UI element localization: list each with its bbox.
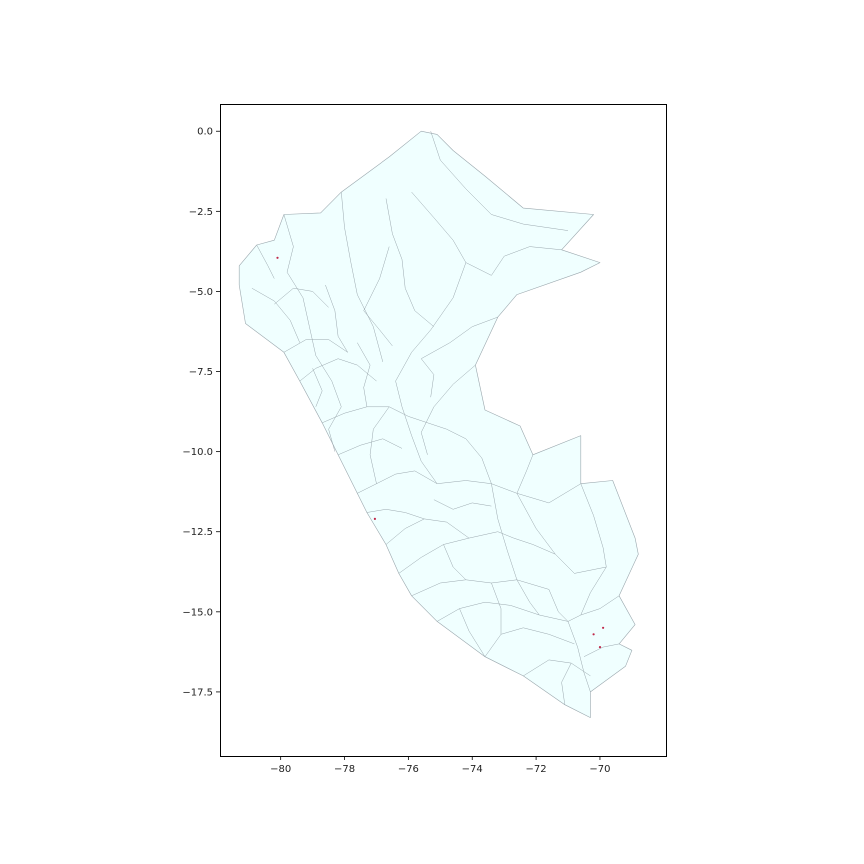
district-boundary (548, 589, 569, 622)
x-tick-label: −74 (462, 764, 483, 775)
district-boundary (567, 566, 607, 622)
x-tick-label: −76 (398, 764, 419, 775)
district-boundary (484, 627, 575, 657)
district-boundary (443, 544, 467, 580)
country-outline (238, 130, 639, 718)
x-tick-label: −78 (334, 764, 355, 775)
district-boundary (328, 406, 342, 452)
highlighted-district (602, 626, 605, 629)
district-boundary (421, 358, 435, 398)
district-boundary (430, 131, 569, 231)
district-boundary (363, 310, 393, 347)
plot-area (238, 130, 639, 718)
district-boundary (283, 339, 348, 353)
district-boundary (357, 342, 371, 407)
district-boundary (437, 480, 581, 504)
highlighted-districts (276, 256, 605, 649)
district-boundary (465, 438, 492, 484)
district-boundary (363, 246, 390, 311)
y-tick-label: −10.0 (182, 447, 213, 458)
x-tick-label: −72 (526, 764, 547, 775)
district-boundaries (251, 131, 620, 705)
district-boundary (366, 509, 425, 520)
axes-frame (220, 104, 667, 757)
y-tick-label: −5.0 (189, 287, 213, 298)
district-boundary (491, 483, 518, 580)
district-boundary (251, 287, 301, 343)
y-tick-label: −15.0 (182, 607, 213, 618)
district-boundary (325, 284, 348, 353)
district-boundary (408, 416, 467, 440)
district-boundary (459, 608, 486, 657)
district-boundary (341, 192, 384, 362)
highlighted-district (276, 256, 279, 259)
district-boundary (395, 262, 467, 382)
district-boundary (420, 364, 476, 455)
y-axis: 0.0 −2.5 −5.0 −7.5 −10.0 −12.5 −15.0 −17.5 (182, 127, 220, 698)
district-boundary (516, 579, 540, 616)
district-boundary (523, 659, 591, 677)
y-tick-label: −2.5 (189, 207, 213, 218)
district-boundary (497, 531, 556, 555)
district-boundary (491, 582, 502, 635)
map-regions (238, 130, 639, 718)
y-tick-label: −17.5 (182, 687, 213, 698)
district-boundary (256, 244, 275, 279)
district-boundary (491, 246, 562, 276)
y-tick-label: −7.5 (189, 367, 213, 378)
district-boundary (516, 454, 534, 494)
district-boundary (421, 316, 498, 359)
district-boundary (286, 272, 342, 407)
district-boundary (395, 381, 438, 484)
x-tick-label: −70 (589, 764, 610, 775)
district-boundary (411, 191, 492, 276)
district-boundary (436, 601, 569, 622)
district-boundary (283, 214, 294, 273)
district-boundary (567, 621, 591, 692)
district-boundary (433, 499, 492, 510)
district-boundary (385, 198, 435, 327)
y-tick-label: −12.5 (182, 527, 213, 538)
highlighted-district (592, 633, 595, 636)
x-axis: −80 −78 −76 −74 −72 −70 (270, 756, 611, 775)
x-tick-label: −80 (270, 764, 291, 775)
highlighted-district (373, 517, 376, 521)
district-boundary (312, 368, 323, 407)
highlighted-district (598, 646, 602, 649)
district-boundary (357, 470, 438, 494)
district-boundary (338, 438, 403, 456)
y-tick-label: 0.0 (197, 127, 213, 138)
district-boundary (411, 579, 549, 597)
district-boundary (561, 662, 572, 705)
district-boundary (580, 595, 620, 616)
district-boundary (580, 483, 607, 568)
district-boundary (299, 358, 377, 382)
district-boundary (274, 287, 329, 308)
district-boundary (583, 643, 620, 657)
